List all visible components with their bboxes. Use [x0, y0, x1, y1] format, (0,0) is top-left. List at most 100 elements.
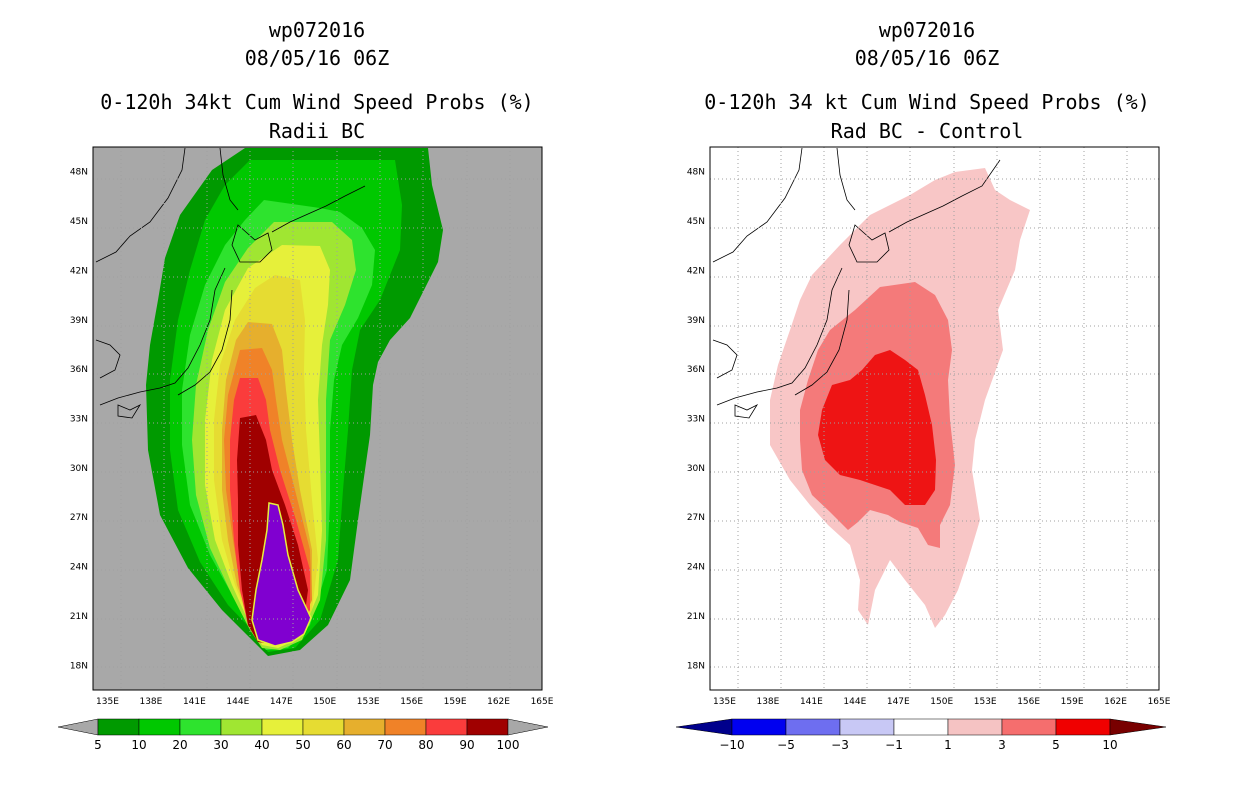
colorbar-label-60: 60 — [336, 738, 351, 752]
colorbar-high-end — [1109, 718, 1167, 736]
colorbar-box--3 — [839, 718, 895, 736]
y-tick-label-30N: 30N — [70, 464, 88, 474]
colorbar-box-5 — [97, 718, 140, 736]
colorbar-label-3: 3 — [998, 738, 1006, 752]
x-tick-label-135E: 135E — [96, 697, 119, 707]
y-tick-label-39N: 39N — [687, 316, 705, 326]
colorbar-low-end — [675, 718, 733, 736]
colorbar-box-40 — [261, 718, 304, 736]
left-coast-kuril — [271, 185, 366, 233]
left-coastline — [95, 147, 366, 419]
colorbar-label-10: 10 — [1102, 738, 1117, 752]
colorbar-label-5: 5 — [94, 738, 102, 752]
colorbar-box-70 — [384, 718, 427, 736]
left-coast-honshu-east — [177, 289, 233, 396]
y-tick-label-33N: 33N — [70, 415, 88, 425]
colorbar-label-70: 70 — [377, 738, 392, 752]
left-x-ticks: 135E 138E 141E 144E 147E 150E 153E 156E 159E 162E… — [96, 697, 554, 707]
y-tick-label-45N: 45N — [70, 217, 88, 227]
colorbar-box-3 — [1001, 718, 1057, 736]
right-coast-honshu-east — [794, 289, 850, 396]
left-contour-100 — [251, 502, 312, 647]
x-tick-label-147E: 147E — [887, 697, 910, 707]
x-tick-label-165E: 165E — [1148, 697, 1171, 707]
colorbar-label--10: −10 — [719, 738, 744, 752]
y-tick-label-48N: 48N — [687, 168, 705, 178]
colorbar-box--5 — [785, 718, 841, 736]
right-x-ticks: 135E 138E 141E 144E 147E 150E 153E 156E 159E 162E… — [713, 697, 1171, 707]
colorbar-label-90: 90 — [459, 738, 474, 752]
colorbar-box-1 — [947, 718, 1003, 736]
right-colorbar: −10 −5 −3 −1 1 3 5 10 — [675, 718, 1167, 752]
right-coastline — [712, 147, 1001, 419]
colorbar-label-1: 1 — [944, 738, 952, 752]
x-tick-label-159E: 159E — [444, 697, 467, 707]
x-tick-label-147E: 147E — [270, 697, 293, 707]
y-tick-label-24N: 24N — [70, 563, 88, 573]
colorbar-label-40: 40 — [254, 738, 269, 752]
x-tick-label-150E: 150E — [313, 697, 336, 707]
right-coast-sakhalin — [836, 147, 856, 211]
left-coast-korea — [95, 339, 121, 379]
colorbar-box--10 — [731, 718, 787, 736]
colorbar-box-20 — [179, 718, 222, 736]
y-tick-label-30N: 30N — [687, 464, 705, 474]
x-tick-label-144E: 144E — [226, 697, 249, 707]
y-tick-label-48N: 48N — [70, 168, 88, 178]
x-tick-label-156E: 156E — [400, 697, 423, 707]
left-gridlines — [93, 147, 542, 690]
y-tick-label-18N: 18N — [687, 661, 705, 671]
colorbar-label-50: 50 — [295, 738, 310, 752]
y-tick-label-42N: 42N — [70, 266, 88, 276]
left-y-ticks: 18N 21N 24N 27N 30N 33N 36N 39N 42N 45N 48N — [70, 168, 88, 672]
left-coast-honshu — [99, 267, 226, 406]
colorbar-box-90 — [466, 718, 509, 736]
left-coast-hokkaido — [231, 224, 273, 263]
left-coast-sakhalin — [219, 147, 239, 211]
colorbar-low-end — [57, 718, 99, 736]
right-coast-korea — [712, 339, 738, 379]
y-tick-label-27N: 27N — [687, 513, 705, 523]
left-coast-asia — [95, 147, 186, 263]
x-tick-label-138E: 138E — [139, 697, 162, 707]
right-y-ticks: 18N 21N 24N 27N 30N 33N 36N 39N 42N 45N 48N — [687, 168, 705, 672]
colorbar-label--5: −5 — [777, 738, 795, 752]
colorbar-label--1: −1 — [885, 738, 903, 752]
colorbar-box-30 — [220, 718, 263, 736]
colorbar-label-20: 20 — [172, 738, 187, 752]
right-plot-frame — [709, 146, 1160, 691]
y-tick-label-21N: 21N — [687, 612, 705, 622]
right-coast-honshu — [716, 267, 843, 406]
x-tick-label-150E: 150E — [930, 697, 953, 707]
x-tick-label-135E: 135E — [713, 697, 736, 707]
right-coast-shikoku — [734, 404, 759, 419]
x-tick-label-144E: 144E — [843, 697, 866, 707]
x-tick-label-162E: 162E — [487, 697, 510, 707]
left-title-variant: Radii BC — [268, 119, 366, 143]
y-tick-label-36N: 36N — [70, 365, 88, 375]
colorbar-label-80: 80 — [418, 738, 433, 752]
colorbar-box-10 — [138, 718, 181, 736]
right-title-date: 08/05/16 06Z — [854, 46, 1000, 70]
colorbar-label-30: 30 — [213, 738, 228, 752]
left-title-date: 08/05/16 06Z — [244, 46, 390, 70]
left-plot-frame — [92, 146, 543, 691]
colorbar-label-100: 100 — [497, 738, 520, 752]
right-title-storm: wp072016 — [878, 18, 976, 42]
colorbar-label--3: −3 — [831, 738, 849, 752]
x-tick-label-141E: 141E — [800, 697, 823, 707]
right-contour-5 — [818, 350, 936, 505]
right-coast-kuril — [888, 159, 1001, 233]
colorbar-box-50 — [302, 718, 345, 736]
left-coast-shikoku — [117, 404, 142, 419]
x-tick-label-153E: 153E — [974, 697, 997, 707]
left-title-product: 0-120h 34kt Cum Wind Speed Probs (%) — [100, 90, 534, 114]
colorbar-box-80 — [425, 718, 468, 736]
right-coast-asia — [712, 147, 803, 263]
right-coast-hokkaido — [848, 224, 890, 263]
y-tick-label-21N: 21N — [70, 612, 88, 622]
y-tick-label-39N: 39N — [70, 316, 88, 326]
